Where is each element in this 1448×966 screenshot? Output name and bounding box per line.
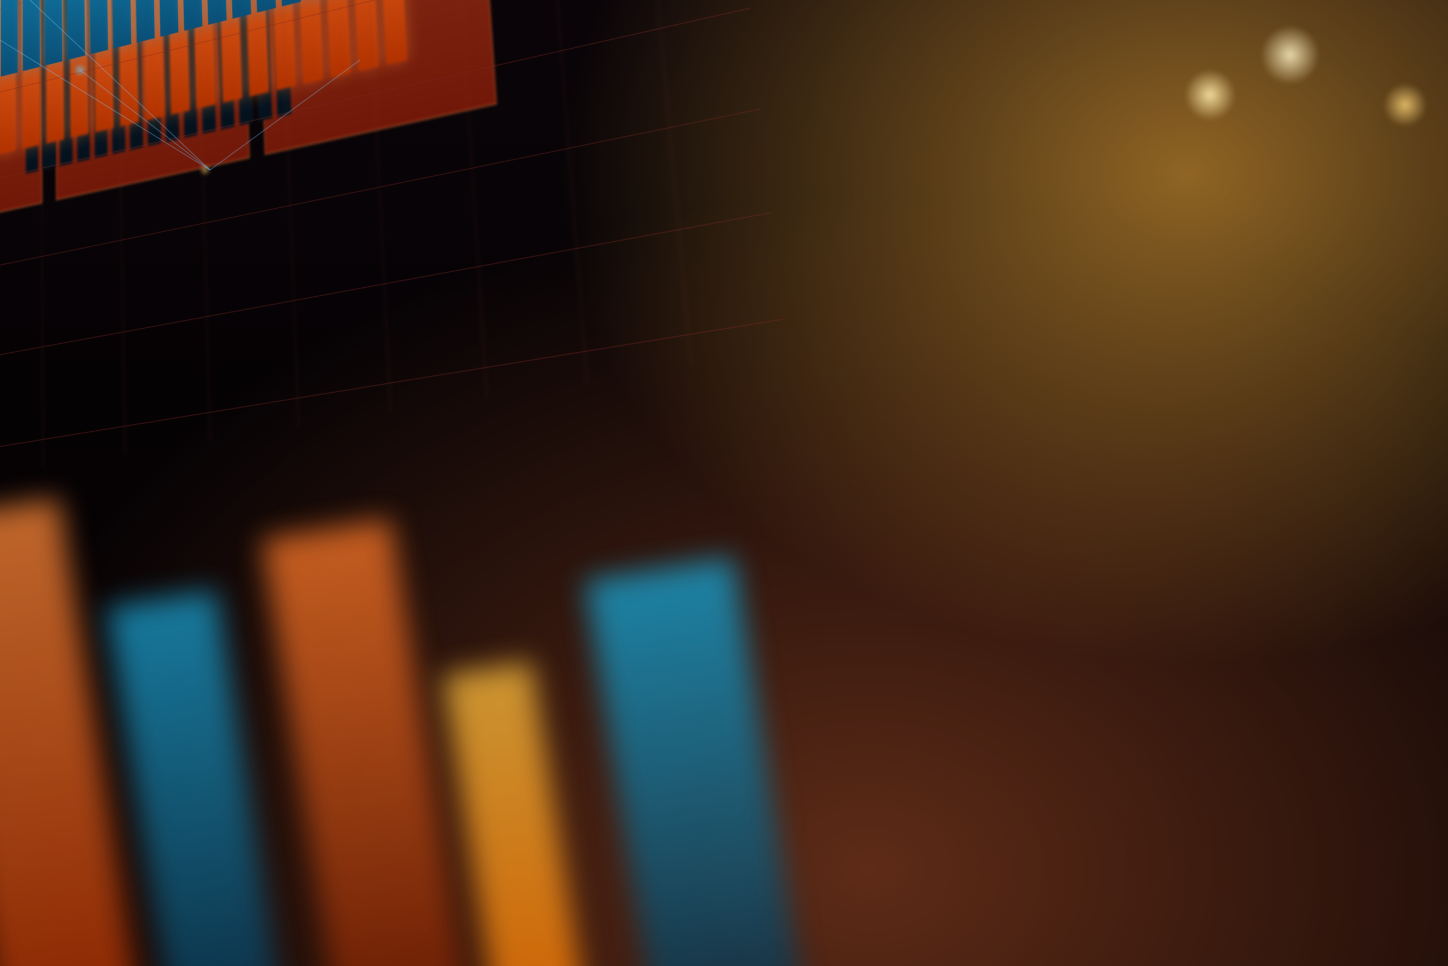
chart-stage: 66.14124.67146.1295.23125.25 bbox=[0, 0, 1448, 966]
